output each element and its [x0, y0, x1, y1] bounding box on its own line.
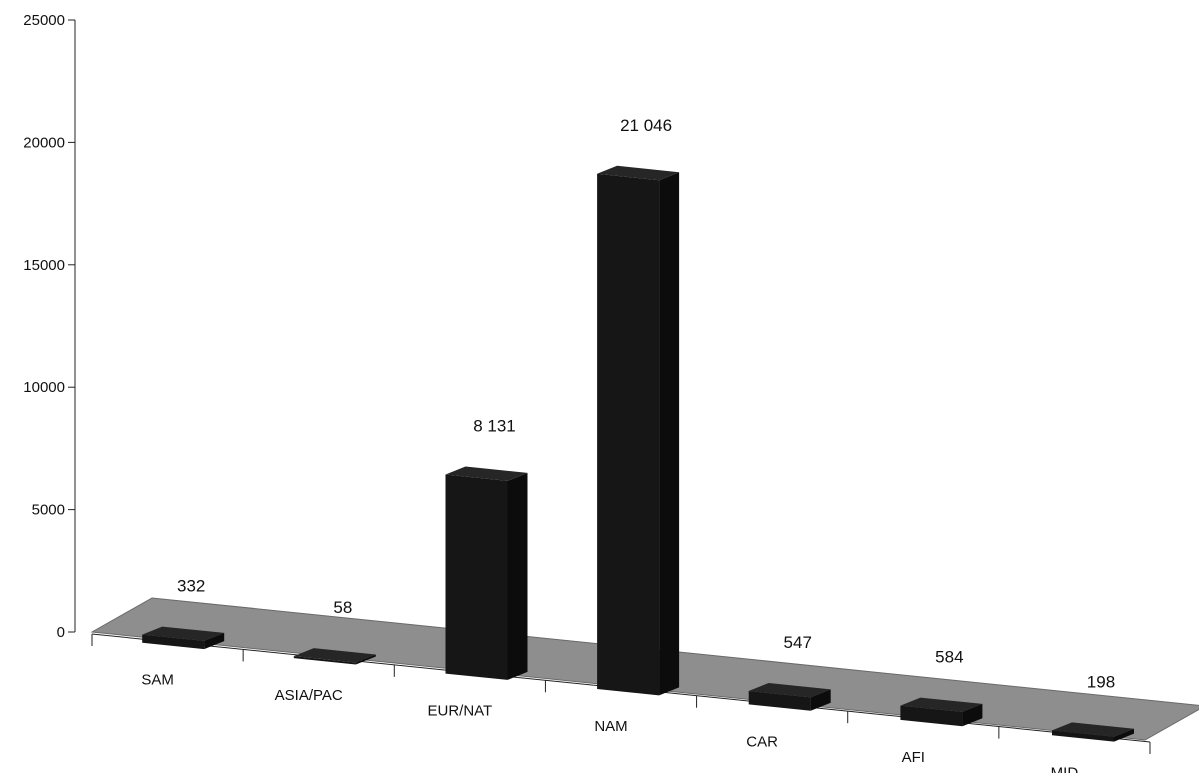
bar-front [445, 474, 508, 680]
category-label: AFI [902, 749, 925, 766]
bar [597, 165, 680, 696]
bar [1052, 722, 1134, 742]
bar-side [962, 703, 983, 727]
bar-top [445, 466, 528, 481]
bar-front [748, 691, 811, 711]
bar [445, 466, 528, 680]
data-label: 58 [333, 598, 352, 617]
category-label: MID [1051, 764, 1079, 773]
bar-top [900, 697, 983, 712]
data-label: 547 [784, 633, 812, 652]
bar-top [748, 683, 831, 698]
bar-front [900, 705, 963, 727]
bar-side [355, 654, 376, 665]
bar-front [597, 173, 660, 696]
data-label: 198 [1087, 672, 1115, 691]
bars-layer [142, 165, 1134, 742]
y-tick-label: 0 [57, 624, 65, 641]
data-label: 584 [935, 648, 963, 667]
category-label: NAM [594, 718, 627, 735]
bar-top [597, 165, 680, 181]
bar-front [142, 634, 205, 650]
bar-side [659, 172, 680, 696]
category-label: EUR/NAT [427, 703, 492, 720]
category-label: ASIA/PAC [275, 687, 343, 704]
y-tick-label: 5000 [32, 502, 65, 519]
bar-top [293, 648, 376, 663]
category-label: CAR [746, 733, 778, 750]
y-tick-label: 10000 [23, 379, 65, 396]
axis-layer: 0 5000 10000 15000 20000 25000 [23, 12, 1151, 754]
data-label: 21 046 [620, 116, 672, 135]
y-tick-label: 20000 [23, 134, 65, 151]
bar [142, 626, 225, 650]
data-label: 332 [177, 577, 205, 596]
bar-top [1052, 722, 1134, 737]
labels-layer: SAM ASIA/PAC EUR/NAT NAM CAR AFI MID 332 58 8 131… [141, 116, 1115, 773]
bar-front [1052, 730, 1114, 742]
bar [900, 697, 983, 727]
bar-side [204, 632, 225, 650]
bar-top [142, 626, 225, 641]
bar [293, 648, 376, 665]
data-label: 8 131 [473, 417, 516, 436]
bar-front [293, 656, 356, 665]
y-tick-label: 25000 [23, 12, 65, 29]
y-tick-label: 15000 [23, 257, 65, 274]
bar-side [507, 472, 528, 680]
bar [748, 683, 831, 711]
bar-side [1114, 728, 1134, 742]
bar-side [810, 689, 831, 711]
category-label: SAM [141, 672, 174, 689]
